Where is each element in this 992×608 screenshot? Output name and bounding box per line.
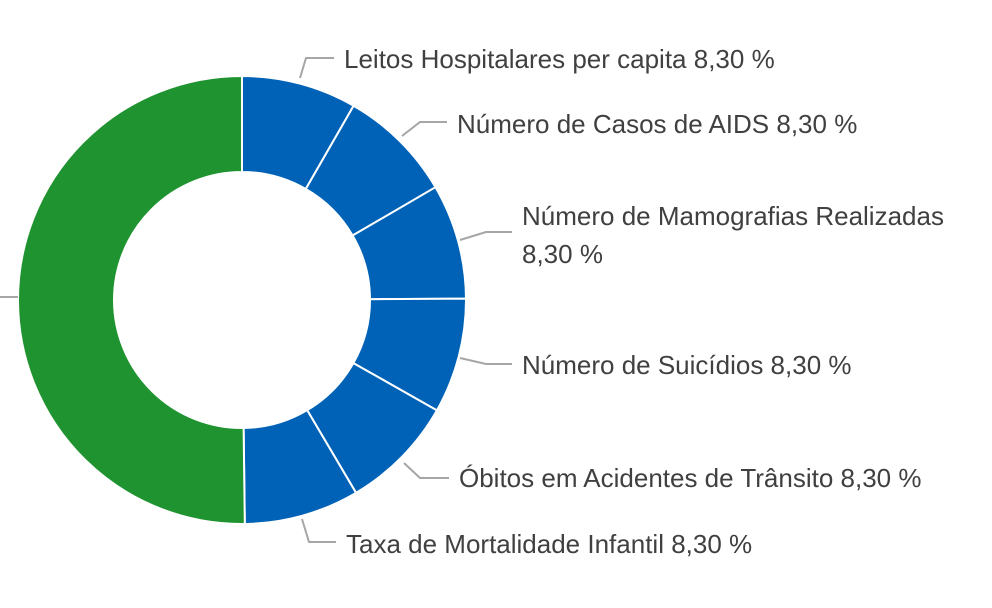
donut-slice-7[interactable] bbox=[17, 74, 246, 525]
slice-label-4: Número de Suicídios 8,30 % bbox=[522, 350, 852, 380]
leader-line-6 bbox=[301, 518, 336, 543]
slice-label-1: Leitos Hospitalares per capita 8,30 % bbox=[344, 44, 775, 74]
leader-line-4 bbox=[459, 357, 512, 365]
leader-line-2 bbox=[401, 121, 447, 137]
slice-label-2: Número de Casos de AIDS 8,30 % bbox=[457, 109, 857, 139]
leader-line-5 bbox=[403, 462, 449, 479]
slice-label-3: Número de Mamografias Realizadas 8,30 % bbox=[522, 201, 944, 269]
slice-label-6: Taxa de Mortalidade Infantil 8,30 % bbox=[346, 529, 752, 559]
leader-line-1 bbox=[299, 57, 334, 79]
slice-label-5: Óbitos em Acidentes de Trânsito 8,30 % bbox=[459, 463, 921, 493]
leader-line-3 bbox=[459, 231, 512, 241]
